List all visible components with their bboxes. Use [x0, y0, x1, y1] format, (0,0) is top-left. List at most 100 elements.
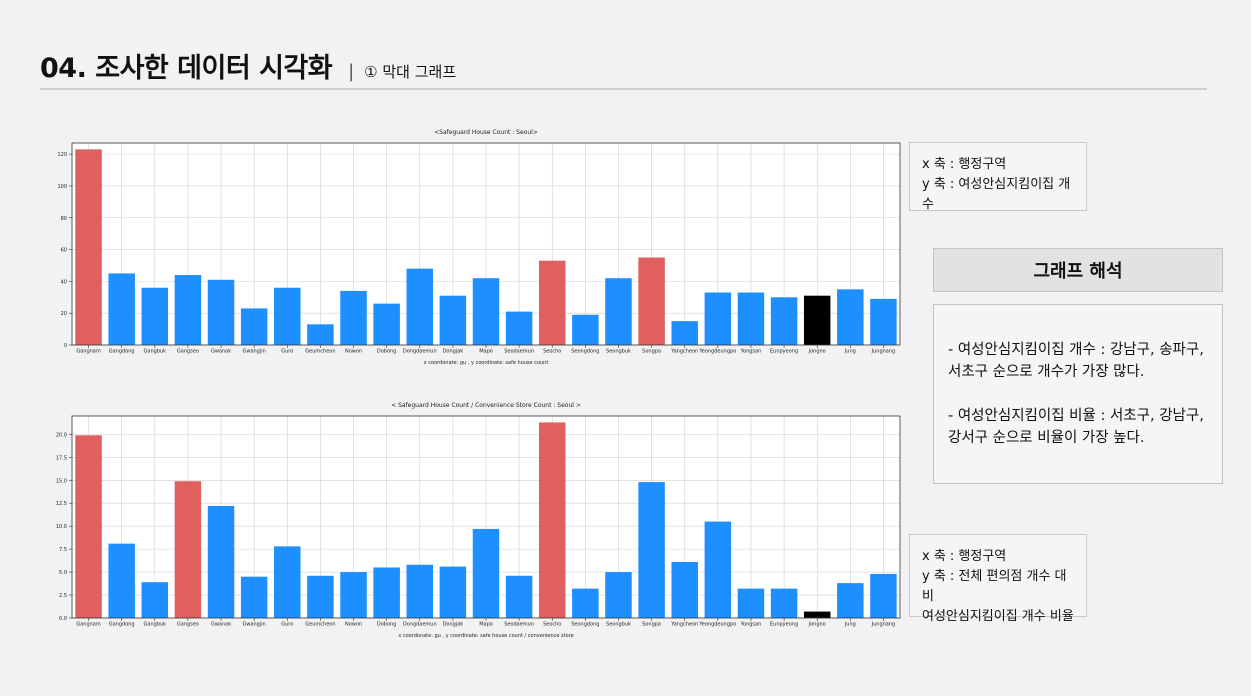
axis-legend-box-2: x 축 : 행정구역 y 축 : 전체 편의점 개수 대비 여성안심지킴이집 개…: [909, 534, 1087, 624]
x-tick-label: Eunpyeong: [770, 622, 798, 628]
axis-legend-y: y 축 : 여성안심지킴이집 개수: [922, 177, 1071, 212]
x-tick-label: Gangdong: [109, 622, 135, 628]
y-tick-label: 0: [64, 343, 67, 349]
bar-nowon: [340, 572, 367, 618]
bar-gangseo: [174, 481, 202, 618]
x-tick-label: Yangcheon: [670, 349, 698, 355]
x-tick-label: Jungnang: [871, 349, 896, 355]
x-tick-label: Seodaemun: [504, 349, 534, 355]
bar-gwangjin: [240, 576, 268, 618]
bar-seongdong: [572, 588, 599, 618]
bar-dongjak: [439, 566, 467, 618]
bar-gangdong: [108, 273, 135, 345]
plot-frame: [71, 142, 901, 346]
bar-seodaemun: [505, 311, 533, 345]
x-tick-label: Gwangjin: [242, 349, 265, 355]
interpretation-body: - 여성안심지킴이집 개수 : 강남구, 송파구, 서초구 순으로 개수가 가장…: [933, 304, 1223, 484]
y-tick-label: 20: [61, 311, 67, 317]
title-separator: |: [348, 61, 355, 82]
bar-dongjak: [439, 295, 467, 345]
x-tick-label: Seocho: [543, 622, 561, 628]
y-tick-label: 12.5: [56, 501, 67, 507]
x-tick-label: Seocho: [543, 349, 561, 355]
x-tick-label: Eunpyeong: [770, 349, 798, 355]
bar-mapo: [472, 528, 500, 618]
bar-gangdong: [108, 543, 135, 618]
x-tick-label: Jongno: [808, 349, 826, 355]
bar-seocho: [538, 260, 566, 345]
chart-safeguard-count: <Safeguard House Count : Seoul> 0 20 40 60 80…: [40, 122, 910, 370]
x-tick-label: Jongno: [808, 622, 826, 628]
bar-songpa: [638, 482, 665, 618]
x-tick-label: Gwangjin: [242, 622, 265, 628]
y-tick-label: 2.5: [59, 593, 67, 599]
x-tick-label: Seongdong: [571, 622, 599, 628]
bar-jungnang: [870, 573, 897, 618]
y-tick-label: 5.0: [59, 570, 67, 576]
bar-gwanak: [207, 505, 235, 618]
y-tick-label: 15.0: [56, 478, 67, 484]
interpretation-point-1: - 여성안심지킴이집 개수 : 강남구, 송파구, 서초구 순으로 개수가 가장…: [948, 342, 1204, 380]
bar-jung: [837, 289, 864, 345]
bar-guro: [274, 287, 301, 345]
bar-songpa: [638, 257, 665, 345]
bar-seodaemun: [505, 575, 533, 618]
bar-guro: [274, 546, 301, 618]
x-tick-label: Seongbuk: [606, 622, 631, 628]
chart-svg-safeguard-ratio: < Safeguard House Count / Convenience St…: [56, 402, 901, 639]
bar-yongsan: [737, 292, 765, 345]
y-tick-label: 20.0: [56, 432, 67, 438]
axis-legend-y-continued: 여성안심지킴이집 개수 비율: [922, 609, 1074, 624]
y-tick-label: 40: [61, 279, 67, 285]
axis-legend-box-1: x 축 : 행정구역 y 축 : 여성안심지킴이집 개수: [909, 142, 1087, 212]
bar-jongno: [803, 611, 831, 618]
chart-title: <Safeguard House Count : Seoul>: [434, 129, 538, 136]
y-tick-label: 0.0: [59, 616, 67, 622]
bar-seongbuk: [605, 278, 632, 345]
bar-yangcheon: [671, 321, 698, 345]
bar-yongsan: [737, 588, 765, 618]
y-tick-label: 80: [61, 216, 67, 222]
x-axis-label: x coordonate: gu , y coordinate: safe ho…: [424, 360, 549, 366]
x-tick-label: Dongdaemun: [403, 622, 437, 628]
x-tick-label: Dongdaemun: [403, 349, 437, 355]
bar-gangnam: [75, 149, 102, 345]
x-tick-label: Geumcheon: [305, 622, 335, 628]
interpretation-point-2: - 여성안심지킴이집 비율 : 서초구, 강남구, 강서구 순으로 비율이 가장…: [948, 408, 1204, 446]
bar-dobong: [373, 567, 400, 618]
x-tick-label: Dobong: [377, 349, 397, 355]
x-tick-label: Mapo: [479, 349, 493, 355]
x-tick-label: Jung: [844, 349, 856, 355]
x-tick-label: Gwanak: [211, 349, 231, 355]
interpretation-heading: 그래프 해석: [933, 248, 1223, 292]
bar-seocho: [538, 422, 566, 618]
x-tick-label: Dongjak: [443, 349, 464, 355]
x-tick-label: Yongsan: [740, 349, 762, 355]
bar-gangbuk: [141, 287, 169, 345]
axis-legend-x: x 축 : 행정구역: [922, 549, 1007, 564]
bar-gwanak: [207, 279, 235, 345]
x-tick-label: Nowon: [345, 622, 362, 628]
x-tick-label: Gangdong: [109, 349, 135, 355]
bar-eunpyeong: [770, 588, 798, 618]
y-tick-label: 60: [61, 248, 67, 254]
bar-seongdong: [572, 314, 599, 345]
x-tick-label: Gangnam: [76, 349, 101, 355]
bar-geumcheon: [307, 575, 334, 618]
x-tick-label: Guro: [281, 622, 293, 628]
bar-yeongdeungpo: [704, 521, 732, 618]
bar-gangbuk: [141, 582, 169, 618]
x-tick-label: Yeongdeungpo: [698, 622, 736, 628]
plot-frame: [71, 415, 901, 619]
x-tick-label: Jung: [844, 622, 856, 628]
bar-jongno: [803, 295, 831, 345]
x-axis-label: x coordonate: gu , y coordinate: safe ho…: [398, 633, 573, 639]
bar-nowon: [340, 290, 367, 345]
bar-geumcheon: [307, 324, 334, 345]
y-tick-label: 120: [57, 152, 67, 158]
y-tick-label: 10.0: [56, 524, 67, 530]
y-tick-label: 7.5: [59, 547, 67, 553]
bar-dongdaemun: [406, 564, 434, 618]
x-tick-label: Gangbuk: [144, 349, 167, 355]
x-tick-label: Gangseo: [177, 622, 199, 628]
